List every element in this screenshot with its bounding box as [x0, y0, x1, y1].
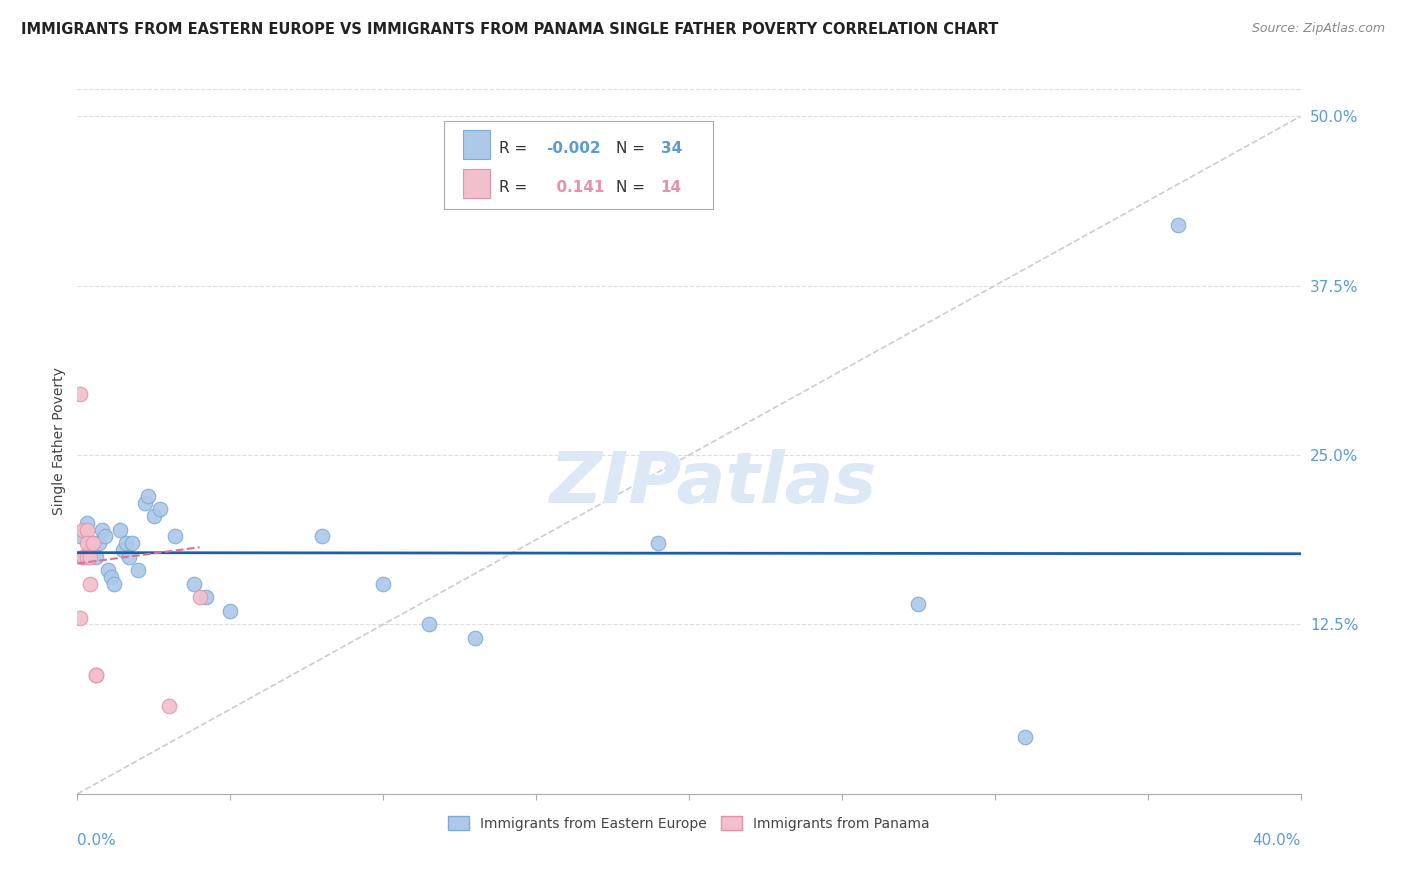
Point	[76, 523, 98, 537]
Point	[118, 549, 141, 564]
Text: IMMIGRANTS FROM EASTERN EUROPE VS IMMIGRANTS FROM PANAMA SINGLE FATHER POVERTY C: IMMIGRANTS FROM EASTERN EUROPE VS IMMIGR…	[21, 22, 998, 37]
Point	[183, 577, 205, 591]
Point	[112, 543, 135, 558]
Text: -0.002: -0.002	[546, 141, 600, 156]
Text: 14: 14	[661, 180, 682, 195]
Text: R =: R =	[499, 180, 533, 195]
Text: R =: R =	[499, 141, 533, 156]
Text: 0.0%: 0.0%	[77, 832, 117, 847]
FancyBboxPatch shape	[444, 121, 713, 209]
Point	[103, 577, 125, 591]
Point	[149, 502, 172, 516]
Point	[115, 536, 138, 550]
Point	[188, 591, 211, 605]
Point	[157, 698, 180, 713]
Point	[72, 549, 94, 564]
Point	[165, 529, 187, 543]
Text: N =: N =	[616, 180, 650, 195]
Text: 40.0%: 40.0%	[1253, 832, 1301, 847]
Point	[100, 570, 122, 584]
Point	[69, 529, 91, 543]
Text: N =: N =	[616, 141, 650, 156]
Legend: Immigrants from Eastern Europe, Immigrants from Panama: Immigrants from Eastern Europe, Immigran…	[443, 810, 935, 837]
Point	[1014, 730, 1036, 744]
Point	[647, 536, 669, 550]
Point	[82, 536, 104, 550]
Text: 0.141: 0.141	[546, 180, 605, 195]
Point	[97, 563, 120, 577]
Point	[1167, 218, 1189, 232]
Point	[76, 549, 98, 564]
Point	[464, 631, 486, 645]
Text: ZIPatlas: ZIPatlas	[550, 450, 877, 518]
Point	[371, 577, 394, 591]
Y-axis label: Single Father Poverty: Single Father Poverty	[52, 368, 66, 516]
Point	[79, 577, 101, 591]
Point	[69, 610, 91, 624]
Point	[134, 495, 156, 509]
Point	[94, 529, 117, 543]
Point	[69, 387, 91, 401]
Point	[84, 549, 107, 564]
Point	[219, 604, 242, 618]
Point	[72, 523, 94, 537]
Point	[72, 549, 94, 564]
Point	[136, 489, 159, 503]
Point	[84, 667, 107, 681]
Text: 34: 34	[661, 141, 682, 156]
Point	[311, 529, 333, 543]
FancyBboxPatch shape	[463, 169, 489, 197]
FancyBboxPatch shape	[463, 130, 489, 159]
Point	[84, 667, 107, 681]
Point	[907, 597, 929, 611]
Point	[194, 591, 217, 605]
Point	[76, 516, 98, 530]
Text: Source: ZipAtlas.com: Source: ZipAtlas.com	[1251, 22, 1385, 36]
Point	[121, 536, 143, 550]
Point	[79, 549, 101, 564]
Point	[108, 523, 131, 537]
Point	[76, 536, 98, 550]
Point	[87, 536, 110, 550]
Point	[127, 563, 149, 577]
Point	[418, 617, 440, 632]
Point	[82, 536, 104, 550]
Point	[142, 509, 165, 524]
Point	[90, 523, 112, 537]
Point	[79, 543, 101, 558]
